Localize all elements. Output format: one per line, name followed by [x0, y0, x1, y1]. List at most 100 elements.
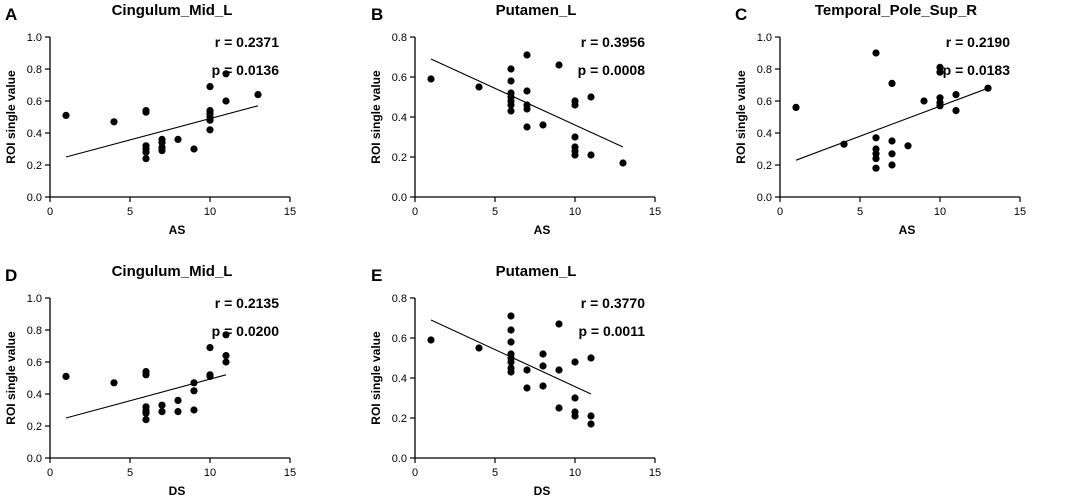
data-point: [587, 412, 595, 420]
data-point: [222, 70, 230, 78]
data-point: [507, 101, 515, 109]
x-tick-label: 10: [204, 467, 216, 479]
y-tick-label: 0.0: [757, 192, 772, 204]
data-point: [555, 366, 563, 374]
x-tick-label: 15: [284, 467, 296, 479]
y-tick-label: 0.2: [757, 160, 772, 172]
p-value: p = 0.0008: [578, 62, 646, 78]
y-tick-label: 0.6: [27, 357, 42, 369]
y-axis-label: ROI single value: [369, 70, 383, 164]
data-point: [110, 379, 118, 387]
x-tick-label: 0: [412, 206, 418, 218]
data-point: [872, 134, 880, 142]
data-point: [539, 121, 547, 129]
data-point: [523, 105, 531, 113]
data-point: [587, 151, 595, 159]
panel-D: D Cingulum_Mid_L 0.0 0.2 0.4 0.6 0.8 1.0 0 5 10 15 D…: [4, 263, 296, 498]
data-point: [507, 358, 515, 366]
data-point: [206, 83, 214, 91]
x-axis-label: AS: [169, 223, 186, 237]
data-point: [190, 379, 198, 387]
y-tick-label: 0.6: [392, 72, 407, 84]
x-tick-label: 5: [492, 206, 498, 218]
data-point: [475, 83, 483, 91]
x-tick-label: 5: [127, 467, 133, 479]
y-tick-label: 0.8: [27, 64, 42, 76]
data-point: [619, 159, 627, 167]
x-axis-label: AS: [899, 223, 916, 237]
data-point: [206, 126, 214, 134]
data-point: [872, 164, 880, 172]
data-point: [62, 372, 70, 380]
data-point: [206, 372, 214, 380]
x-tick-label: 15: [649, 467, 661, 479]
chart-title: Cingulum_Mid_L: [112, 263, 233, 280]
y-tick-label: 1.0: [757, 32, 772, 44]
data-point: [174, 135, 182, 143]
panel-A: A Cingulum_Mid_L 0.0 0.2 0.4 0.6 0.8 1.0 0 5 10 15 A…: [4, 2, 296, 237]
y-axis-label: ROI single value: [369, 331, 383, 425]
x-axis-label: DS: [534, 484, 551, 498]
regression-line: [65, 374, 227, 419]
panel-label: A: [5, 5, 17, 24]
y-tick-label: 0.4: [392, 373, 407, 385]
y-tick-label: 0.2: [27, 421, 42, 433]
correlation-r: r = 0.3770: [581, 295, 645, 311]
panel-B: B Putamen_L 0.0 0.2 0.4 0.6 0.8 0 5 10 15 AS ROI sin…: [369, 2, 661, 237]
x-tick-label: 15: [1014, 206, 1026, 218]
data-point: [936, 102, 944, 110]
data-point: [142, 108, 150, 116]
data-point: [587, 420, 595, 428]
data-point: [571, 412, 579, 420]
chart-title: Putamen_L: [496, 2, 577, 19]
y-tick-label: 0.0: [27, 192, 42, 204]
x-tick-label: 10: [569, 467, 581, 479]
chart-title: Temporal_Pole_Sup_R: [815, 2, 977, 19]
y-tick-label: 0.8: [757, 64, 772, 76]
y-axis-label: ROI single value: [4, 70, 18, 164]
data-point: [920, 97, 928, 105]
data-point: [110, 118, 118, 126]
regression-line: [65, 105, 259, 158]
y-tick-label: 0.2: [392, 152, 407, 164]
x-tick-label: 0: [47, 467, 53, 479]
x-tick-label: 15: [649, 206, 661, 218]
x-tick-label: 0: [47, 206, 53, 218]
y-tick-label: 0.2: [392, 413, 407, 425]
data-point: [222, 97, 230, 105]
correlation-r: r = 0.2371: [215, 34, 279, 50]
data-point: [475, 344, 483, 352]
panel-label: B: [371, 5, 383, 24]
x-tick-label: 0: [777, 206, 783, 218]
data-point: [555, 320, 563, 328]
data-point: [190, 387, 198, 395]
y-axis-label: ROI single value: [4, 331, 18, 425]
data-point: [888, 79, 896, 87]
regression-line: [795, 87, 989, 161]
data-point: [427, 336, 435, 344]
data-point: [571, 394, 579, 402]
data-point: [427, 75, 435, 83]
y-tick-label: 0.6: [27, 96, 42, 108]
data-point: [539, 382, 547, 390]
x-tick-label: 15: [284, 206, 296, 218]
data-point: [555, 404, 563, 412]
data-point: [792, 103, 800, 111]
data-point: [539, 362, 547, 370]
x-tick-label: 5: [127, 206, 133, 218]
data-point: [523, 384, 531, 392]
data-point: [952, 91, 960, 99]
p-value: p = 0.0183: [943, 62, 1011, 78]
data-point: [206, 116, 214, 124]
y-tick-label: 0.8: [392, 293, 407, 305]
y-tick-label: 0.4: [27, 128, 42, 140]
chart-title: Putamen_L: [496, 263, 577, 280]
data-point: [254, 91, 262, 99]
data-point: [222, 331, 230, 339]
data-point: [523, 123, 531, 131]
data-point: [507, 77, 515, 85]
data-point: [158, 408, 166, 416]
y-tick-label: 0.0: [392, 192, 407, 204]
data-point: [190, 145, 198, 153]
data-point: [507, 368, 515, 376]
